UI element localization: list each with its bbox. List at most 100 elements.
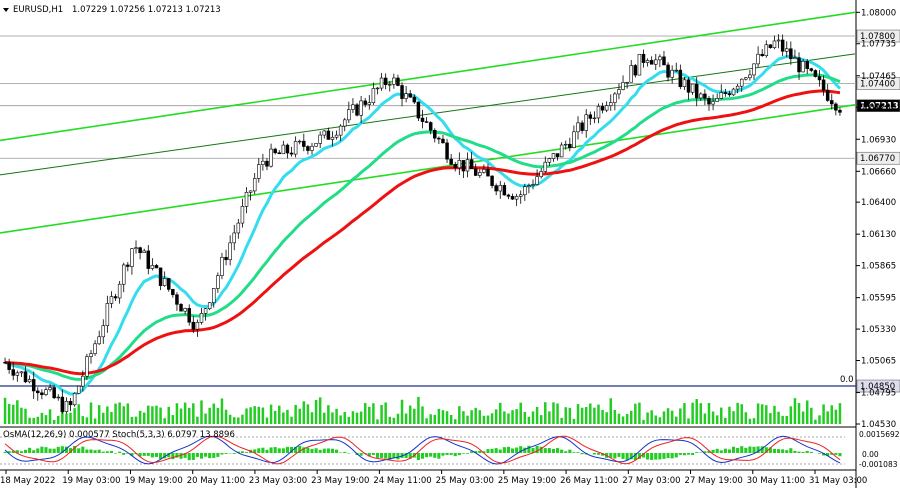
volume-bar	[16, 400, 19, 424]
indicator-axis-zero: 0.00	[862, 450, 879, 459]
candle-body	[408, 93, 412, 98]
volume-bar	[368, 406, 371, 424]
candle-body	[588, 114, 593, 119]
volume-bar	[269, 404, 273, 424]
osma-bar	[613, 453, 617, 459]
osma-bar	[52, 448, 56, 453]
osma-bar	[666, 453, 670, 459]
osma-bar	[478, 450, 482, 453]
osma-bar	[830, 453, 834, 455]
volume-bar	[789, 406, 793, 424]
candle-body	[785, 48, 789, 52]
osma-bar	[527, 445, 531, 453]
osma-bar	[596, 453, 601, 455]
volume-bar	[314, 399, 318, 424]
volume-bar	[515, 409, 518, 424]
volume-bar	[392, 417, 396, 424]
volume-bar	[597, 404, 600, 424]
candle-body	[523, 186, 527, 196]
volume-bar	[278, 405, 281, 424]
osma-bar	[793, 450, 797, 453]
candle-body	[11, 369, 15, 376]
volume-bar	[638, 402, 641, 424]
volume-bar	[486, 415, 490, 424]
candle-body	[776, 39, 781, 42]
osma-bar	[122, 453, 126, 455]
volume-bar	[81, 416, 85, 424]
candle-body	[273, 148, 277, 154]
volume-bar	[3, 397, 7, 424]
candle-body	[146, 250, 151, 269]
osma-bar	[834, 453, 838, 455]
osma-bar	[97, 449, 101, 453]
osma-bar	[318, 449, 322, 453]
osma-bar	[298, 445, 302, 453]
osma-bar	[760, 446, 764, 453]
osma-bar	[171, 453, 175, 460]
osma-bar	[629, 453, 633, 460]
volume-bar	[593, 407, 596, 424]
candle-body	[469, 159, 474, 170]
volume-bar	[715, 415, 719, 424]
osma-bar	[490, 448, 494, 453]
osma-bar	[130, 453, 134, 456]
volume-bar	[93, 418, 97, 424]
osma-bar	[695, 452, 699, 453]
candle-body	[711, 101, 715, 105]
osma-bar	[617, 453, 621, 457]
indicator-axis-bottom: -0.001083	[859, 460, 898, 469]
candle-body	[576, 122, 580, 133]
dropdown-arrow-icon[interactable]	[3, 8, 9, 12]
level-label-text: 1.07800	[860, 32, 895, 42]
volume-bar	[805, 400, 809, 424]
level-label-box	[856, 29, 900, 43]
volume-bar	[228, 414, 232, 424]
osma-bar	[625, 453, 629, 460]
osma-bar	[146, 453, 150, 456]
osma-bar	[564, 451, 568, 453]
candle-body	[15, 372, 20, 376]
volume-bar	[662, 411, 666, 424]
volume-bar	[192, 403, 195, 424]
osma-bar	[510, 448, 515, 453]
candle-body	[379, 77, 384, 89]
candle-body	[539, 171, 543, 177]
osma-bar	[445, 453, 449, 455]
volume-bar	[666, 408, 670, 424]
volume-bar	[273, 410, 277, 424]
osma-bar	[453, 453, 457, 457]
candle-body	[105, 303, 110, 326]
candle-body	[302, 140, 306, 147]
volume-bar	[331, 412, 334, 424]
volume-bar	[572, 418, 576, 424]
osma-bar	[826, 453, 830, 456]
candle-body	[834, 103, 838, 111]
candle-body	[838, 109, 842, 113]
candle-body	[559, 144, 564, 158]
volume-bar	[834, 409, 838, 424]
volume-bar	[384, 402, 387, 424]
candle-body	[744, 77, 748, 80]
osma-bar	[15, 450, 19, 453]
volume-bar	[24, 408, 27, 424]
volume-bar	[400, 399, 404, 424]
osma-bar	[220, 453, 224, 455]
time-tick-label: 23 May 03:00	[249, 476, 307, 486]
osma-bar	[494, 448, 498, 453]
candle-body	[514, 196, 519, 200]
candle-body	[64, 400, 69, 412]
osma-bar	[44, 447, 48, 453]
volume-bar	[781, 415, 784, 424]
volume-bar	[482, 415, 486, 424]
osma-bar	[261, 447, 265, 453]
osma-bar	[801, 451, 805, 453]
candle-body	[674, 69, 678, 72]
volume-bar	[253, 406, 256, 424]
volume-bar	[527, 416, 531, 424]
candle-body	[510, 196, 515, 200]
volume-bar	[433, 414, 437, 424]
volume-bar	[310, 412, 314, 424]
osma-bar	[420, 453, 425, 459]
